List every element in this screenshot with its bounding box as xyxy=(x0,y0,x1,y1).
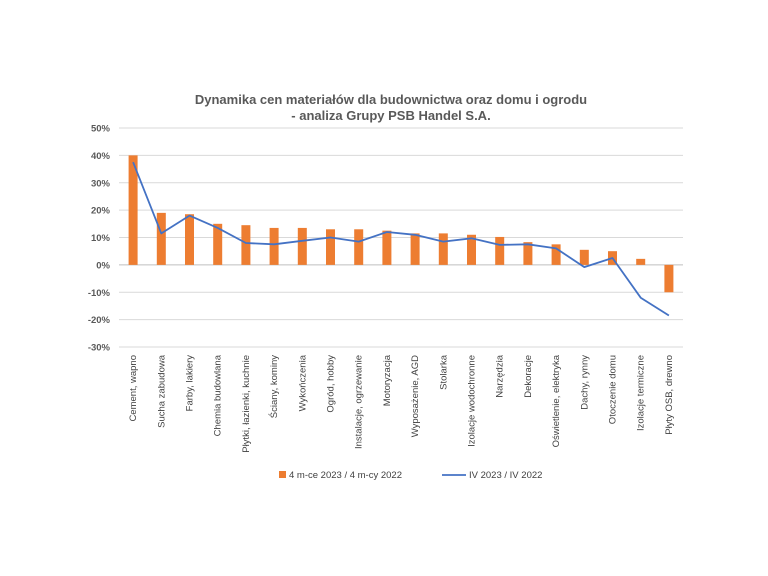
y-tick-label: -30% xyxy=(88,343,111,354)
y-tick-label: 0% xyxy=(96,260,110,271)
y-tick-label: 30% xyxy=(91,178,111,189)
bar xyxy=(354,229,364,265)
y-tick-label: 10% xyxy=(91,233,111,244)
bar xyxy=(185,214,194,265)
x-axis-labels: Cement, wapno Sucha zabudowa Farby, lakier… xyxy=(128,354,675,452)
x-tick-label: Wyposażenie, AGD xyxy=(410,355,421,437)
bar xyxy=(269,227,279,265)
legend-label-line: IV 2023 / IV 2022 xyxy=(469,470,542,481)
bar xyxy=(495,236,505,265)
x-tick-label: Ogród, hobby xyxy=(326,355,337,413)
bar xyxy=(664,264,674,293)
x-tick-label: Izolacje wodochronne xyxy=(467,355,478,447)
bar xyxy=(579,249,589,265)
x-tick-label: Izolacje termiczne xyxy=(636,355,647,431)
legend-label-bar: 4 m-ce 2023 / 4 m-cy 2022 xyxy=(289,470,402,481)
line-series xyxy=(132,161,670,317)
bar xyxy=(128,155,138,265)
legend-swatch-bar xyxy=(279,471,286,478)
x-tick-label: Narzędzia xyxy=(495,354,506,397)
x-tick-label: Sucha zabudowa xyxy=(156,354,167,428)
bar xyxy=(467,234,476,265)
bar xyxy=(213,223,223,265)
gridlines xyxy=(119,127,683,348)
bar xyxy=(156,212,166,265)
y-tick-label: -20% xyxy=(88,315,111,326)
x-tick-label: Dachy, rynny xyxy=(579,355,590,410)
x-tick-label: Farby, lakiery xyxy=(185,355,196,412)
x-tick-label: Dekoracje xyxy=(523,355,534,398)
x-tick-label: Oświetlenie, elektryka xyxy=(551,354,562,447)
bar xyxy=(382,230,392,265)
bar xyxy=(523,242,533,265)
x-tick-label: Otoczenie domu xyxy=(608,355,619,424)
x-tick-label: Ściany, kominy xyxy=(268,355,280,418)
bar xyxy=(326,229,335,265)
x-tick-label: Cement, wapno xyxy=(128,355,139,422)
bar xyxy=(410,233,420,265)
bar xyxy=(438,233,448,265)
x-tick-label: Płyty OSB, drewno xyxy=(664,355,675,435)
bar-series xyxy=(128,155,674,293)
y-tick-label: -10% xyxy=(88,288,111,299)
y-axis-ticks: -30% -20% -10% 0% 10% 20% 30% 40% 50% xyxy=(88,124,111,354)
y-tick-label: 50% xyxy=(91,124,111,135)
chart-title-line-2: - analiza Grupy PSB Handel S.A. xyxy=(291,108,490,123)
y-tick-label: 20% xyxy=(91,206,111,217)
chart-title-line-1: Dynamika cen materiałów dla budownictwa … xyxy=(195,92,587,107)
y-tick-label: 40% xyxy=(91,151,111,162)
x-tick-label: Chemia budowlana xyxy=(213,354,224,436)
bar xyxy=(297,227,307,265)
x-tick-label: Stolarka xyxy=(438,354,449,390)
x-tick-label: Instalacje, ogrzewanie xyxy=(354,355,365,449)
x-tick-label: Wykończenia xyxy=(297,354,308,411)
series-line xyxy=(132,161,670,317)
bar xyxy=(551,244,561,265)
bar xyxy=(636,258,646,265)
legend: 4 m-ce 2023 / 4 m-cy 2022 IV 2023 / IV 2… xyxy=(279,470,542,481)
x-tick-label: Płytki, łazienki, kuchnie xyxy=(241,355,252,453)
bar xyxy=(241,225,251,265)
x-tick-label: Motoryzacja xyxy=(382,354,393,406)
